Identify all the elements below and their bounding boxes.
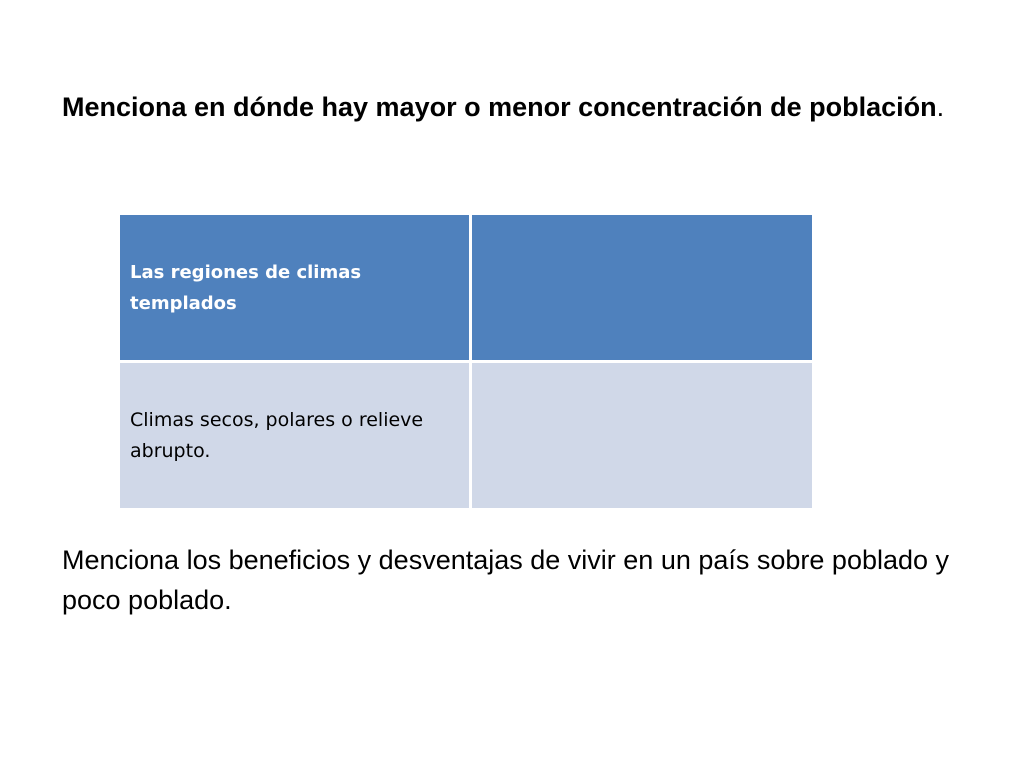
question-1-trailing-text: . [936,92,945,122]
table-cell-dry-polar-climates: Climas secos, polares o relieve abrupto. [120,363,472,508]
table-row-header: Las regiones de climas templados [120,215,812,363]
answer-table: Las regiones de climas templados Climas … [120,215,812,508]
table-cell-dry-polar-answer [472,363,812,508]
question-1-bold-text: Menciona en dónde hay mayor o menor conc… [62,92,937,122]
table-cell-temperate-answer [472,215,812,363]
table-row-body: Climas secos, polares o relieve abrupto. [120,363,812,508]
question-1: Menciona en dónde hay mayor o menor conc… [62,87,982,127]
table-cell-temperate-climates: Las regiones de climas templados [120,215,472,363]
question-2: Menciona los beneficios y desventajas de… [62,545,950,615]
